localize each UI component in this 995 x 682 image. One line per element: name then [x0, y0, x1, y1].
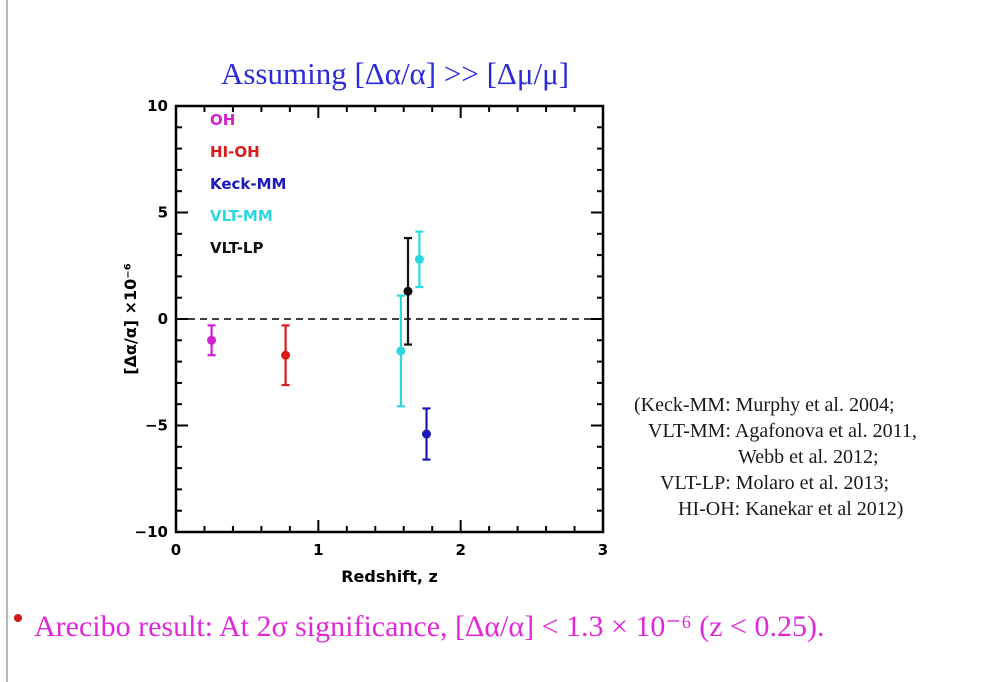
reference-list: (Keck-MM: Murphy et al. 2004; VLT-MM: Ag…	[628, 392, 988, 522]
legend-entry: OH	[210, 111, 235, 129]
data-point	[422, 429, 432, 439]
reference-line: (Keck-MM: Murphy et al. 2004;	[634, 394, 895, 416]
data-point	[396, 346, 406, 356]
reference-line: Webb et al. 2012;	[738, 446, 879, 468]
y-tick-label: 5	[158, 204, 168, 222]
x-tick-label: 2	[455, 541, 465, 559]
y-tick-label: −5	[145, 417, 168, 435]
data-point	[281, 350, 291, 360]
x-tick-label: 0	[171, 541, 181, 559]
y-tick-label: 10	[147, 97, 168, 115]
y-tick-label: −10	[135, 523, 168, 541]
data-point	[403, 286, 413, 296]
data-point	[414, 254, 424, 264]
bullet-icon	[14, 614, 22, 622]
reference-line: VLT-MM: Agafonova et al. 2011,	[648, 420, 917, 442]
legend-entry: HI-OH	[210, 143, 260, 161]
legend-entry: Keck-MM	[210, 175, 286, 193]
result-statement: Arecibo result: At 2σ significance, [Δα/…	[14, 609, 989, 644]
slide-title: Assuming [Δα/α] >> [Δμ/μ]	[220, 56, 570, 91]
result-text: Arecibo result: At 2σ significance, [Δα/…	[34, 610, 825, 643]
data-point	[207, 335, 217, 345]
x-axis-label: Redshift, z	[341, 567, 438, 586]
y-axis-label: [Δα/α] ×10⁻⁶	[121, 263, 140, 375]
legend-entry: VLT-LP	[210, 239, 264, 257]
legend-entry: VLT-MM	[210, 207, 273, 225]
slide-left-border	[6, 0, 8, 682]
reference-line: HI-OH: Kanekar et al 2012)	[678, 498, 904, 520]
x-tick-label: 3	[598, 541, 608, 559]
y-tick-label: 0	[158, 310, 168, 328]
x-tick-label: 1	[313, 541, 323, 559]
reference-line: VLT-LP: Molaro et al. 2013;	[660, 472, 890, 494]
